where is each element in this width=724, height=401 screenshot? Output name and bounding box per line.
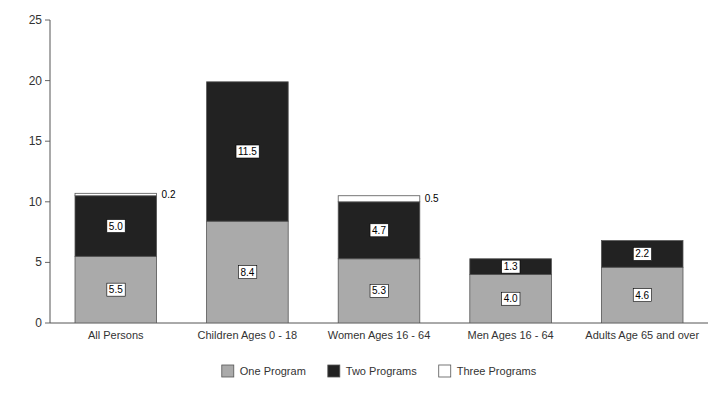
bar-segment [470,259,552,275]
data-label-box [633,247,651,260]
data-label-group: 1.3 [502,260,520,273]
y-tick-label: 10 [29,195,43,209]
data-label: 4.0 [504,293,518,304]
data-label-box [107,220,125,233]
data-label-box [238,266,256,279]
bar-segment [601,241,683,268]
data-label-group: 0.5 [425,193,439,204]
y-tick [45,262,50,263]
bars [75,82,683,323]
y-tick [45,80,50,81]
y-tick [45,201,50,202]
bar-segment [75,193,157,195]
data-label: 0.5 [425,193,439,204]
bar-segment [601,240,683,241]
legend-swatch [328,365,340,377]
data-label-group: 11.5 [236,145,259,158]
y-tick [45,323,50,324]
data-label-group: 4.7 [370,224,388,237]
bar-segment [601,267,683,323]
bar-segment [338,259,420,323]
y-tick-label: 25 [29,13,43,27]
data-label-group: 5.3 [370,284,388,297]
data-label: 5.5 [109,284,123,295]
x-tick-label: Adults Age 65 and over [585,329,699,341]
data-label-group: 2.2 [633,247,651,260]
data-label-box [236,145,259,158]
data-labels: 5.5 8.4 5.3 4.0 4.6 5.0 11.5 4.7 1.3 2.2 0.2 0.5 [107,145,652,305]
bar-segment [338,202,420,259]
data-label-group: 5.5 [107,283,125,296]
data-label-box [370,284,388,297]
data-label-box [502,292,520,305]
data-label-box [633,289,651,302]
bar-segment [470,258,552,259]
data-label: 8.4 [240,267,254,278]
legend-swatch [439,365,451,377]
y-axis: 0 5 10 15 20 25 [29,13,708,330]
data-label: 5.3 [372,285,386,296]
data-label: 1.3 [504,261,518,272]
bar-segment [207,82,289,221]
data-label-group: 4.0 [502,292,520,305]
data-label-box [502,260,520,273]
bar-segment [75,256,157,323]
bar-segment [75,196,157,257]
data-label: 0.2 [162,189,176,200]
x-tick-label: Children Ages 0 - 18 [198,329,298,341]
data-label-group: 0.2 [162,189,176,200]
y-tick [45,20,50,21]
data-label: 2.2 [635,248,649,259]
x-tick-label: All Persons [88,329,144,341]
y-tick-label: 5 [35,255,42,269]
data-label: 11.5 [238,146,257,157]
data-label-box [107,283,125,296]
y-axis-line [50,20,51,323]
y-tick-label: 15 [29,134,43,148]
y-tick [45,141,50,142]
chart-container: 0 5 10 15 20 25 5.5 8.4 5.3 4.0 4.6 5.0 11.5 4.7 1.3 2.… [0,0,724,401]
data-label: 4.6 [635,290,649,301]
x-tick-label: Men Ages 16 - 64 [467,329,553,341]
data-label-group: 5.0 [107,220,125,233]
legend-label: One Program [240,365,306,377]
legend-label: Two Programs [346,365,417,377]
bar-segment [470,275,552,323]
data-label-group: 8.4 [238,266,256,279]
x-tick-label: Women Ages 16 - 64 [328,329,431,341]
y-tick-label: 0 [35,316,42,330]
data-label: 4.7 [372,225,386,236]
bar-segment [207,81,289,82]
bar-segment [338,196,420,202]
x-axis: All Persons Children Ages 0 - 18 Women Age… [88,329,699,341]
data-label: 5.0 [109,221,123,232]
chart: 0 5 10 15 20 25 5.5 8.4 5.3 4.0 4.6 5.0 11.5 4.7 1.3 2.… [0,0,724,401]
data-label-group: 4.6 [633,289,651,302]
legend-label: Three Programs [457,365,537,377]
y-tick-label: 20 [29,74,43,88]
legend-swatch [222,365,234,377]
data-label-box [370,224,388,237]
bar-segment [207,221,289,323]
legend: One Program Two Programs Three Programs [222,365,537,377]
